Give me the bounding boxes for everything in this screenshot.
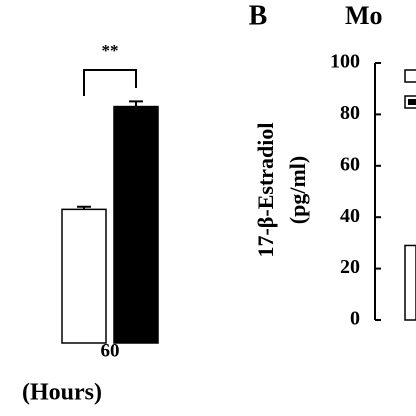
chart-title: Mo bbox=[345, 1, 383, 30]
legend-swatch-fill bbox=[408, 99, 416, 105]
y-tick-label: 20 bbox=[340, 256, 360, 278]
panel-label: B bbox=[249, 0, 268, 31]
y-tick-label: 100 bbox=[330, 51, 360, 73]
y-axis-label: (pg/ml) bbox=[285, 156, 310, 224]
y-tick-label: 40 bbox=[340, 205, 360, 227]
bar bbox=[113, 105, 159, 344]
y-tick-label: 0 bbox=[350, 308, 360, 330]
x-tick-label: 60 bbox=[101, 340, 120, 361]
bar bbox=[61, 208, 107, 344]
y-tick-label: 60 bbox=[340, 153, 360, 175]
y-tick-label: 80 bbox=[340, 102, 360, 124]
legend-swatch bbox=[404, 69, 416, 83]
bar bbox=[404, 244, 416, 321]
significance-label: ** bbox=[102, 41, 119, 60]
error-bar bbox=[129, 100, 143, 107]
y-axis-label: 17-β-Estradiol bbox=[253, 122, 278, 257]
significance-bracket bbox=[83, 69, 137, 96]
x-axis-label: (Hours) bbox=[22, 380, 102, 406]
